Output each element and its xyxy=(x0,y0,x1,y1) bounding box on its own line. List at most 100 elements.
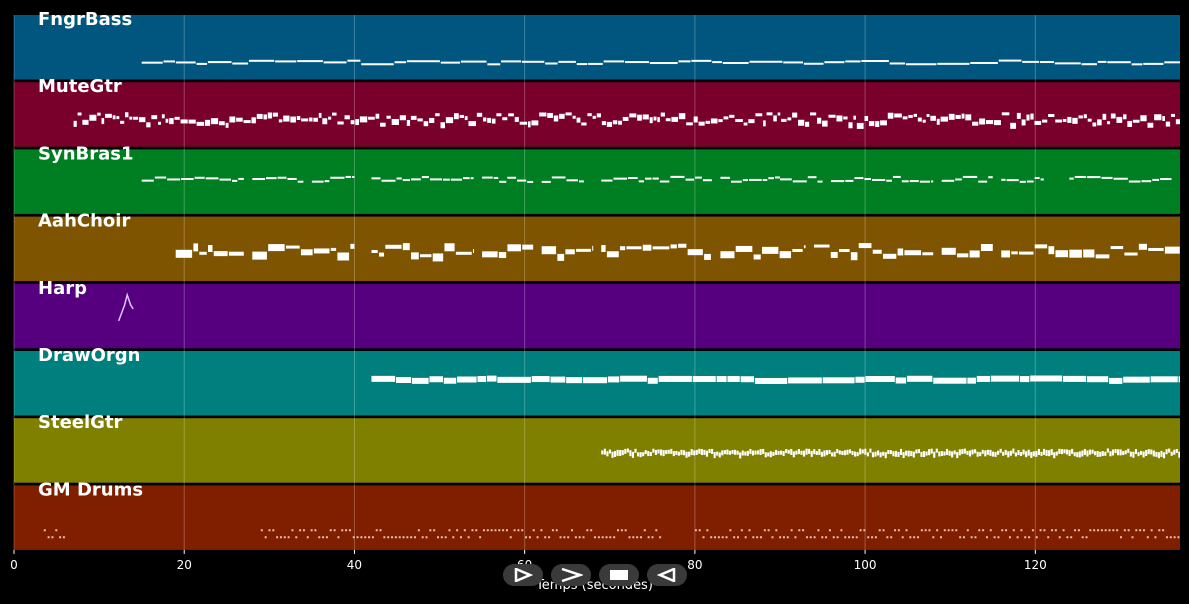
note xyxy=(856,452,859,457)
note xyxy=(588,62,603,65)
note xyxy=(1102,113,1107,120)
note xyxy=(762,246,779,254)
note xyxy=(313,117,318,122)
note xyxy=(572,115,576,119)
drum-hit xyxy=(1146,536,1149,539)
note xyxy=(788,377,822,384)
note xyxy=(559,113,565,119)
back-button[interactable] xyxy=(647,564,687,586)
note xyxy=(1019,452,1023,457)
note xyxy=(798,119,805,126)
note xyxy=(199,251,207,255)
note xyxy=(1022,449,1025,455)
drum-hit xyxy=(1051,529,1054,532)
note xyxy=(1114,449,1117,454)
note xyxy=(470,177,474,180)
drum-hit xyxy=(782,536,785,539)
note xyxy=(322,118,328,125)
drum-hit xyxy=(1012,529,1015,532)
note xyxy=(1164,61,1180,64)
note xyxy=(981,449,984,454)
note xyxy=(603,448,606,455)
drum-hit xyxy=(417,529,420,532)
note xyxy=(749,60,783,63)
note xyxy=(626,246,642,250)
note xyxy=(945,448,949,455)
drum-hit xyxy=(655,529,658,532)
note xyxy=(658,375,692,382)
note xyxy=(841,450,844,455)
note xyxy=(141,61,163,64)
note xyxy=(1078,451,1081,458)
note xyxy=(566,179,578,182)
note xyxy=(871,178,886,181)
note xyxy=(948,113,955,120)
drum-hit xyxy=(825,536,828,539)
note xyxy=(311,180,324,183)
note xyxy=(158,121,161,125)
note xyxy=(1081,450,1084,457)
note xyxy=(1030,451,1033,458)
drum-hit xyxy=(333,529,336,532)
note xyxy=(853,115,856,120)
note xyxy=(1022,60,1040,63)
note xyxy=(767,452,770,457)
note xyxy=(865,376,895,383)
back-icon xyxy=(657,568,676,582)
note xyxy=(1134,449,1138,455)
stop-button[interactable] xyxy=(599,564,639,586)
note xyxy=(703,449,706,455)
note xyxy=(807,176,817,179)
note xyxy=(629,450,632,457)
forward-button[interactable] xyxy=(551,564,591,586)
note xyxy=(1143,62,1164,65)
note xyxy=(971,449,974,455)
note xyxy=(905,450,908,456)
note xyxy=(210,118,219,125)
note xyxy=(790,448,793,455)
play-button[interactable] xyxy=(503,564,543,586)
note xyxy=(621,450,624,456)
forward-icon xyxy=(561,568,583,582)
note xyxy=(644,450,647,455)
note xyxy=(1055,250,1069,258)
note xyxy=(925,451,928,456)
note xyxy=(368,116,375,120)
drum-hit xyxy=(299,529,302,532)
note xyxy=(735,119,743,123)
note xyxy=(1012,448,1015,454)
drum-hit xyxy=(897,529,900,532)
drum-hit xyxy=(325,536,328,539)
note xyxy=(138,117,146,123)
note xyxy=(507,176,517,179)
note xyxy=(917,117,922,122)
note xyxy=(1069,177,1074,180)
note xyxy=(232,179,238,182)
note xyxy=(175,61,196,64)
note xyxy=(768,177,774,180)
note xyxy=(1088,449,1092,455)
note xyxy=(637,114,642,121)
drum-hit xyxy=(867,536,870,539)
drum-hit xyxy=(970,536,973,539)
note xyxy=(713,452,716,459)
note xyxy=(1021,119,1026,126)
note xyxy=(994,451,997,457)
note xyxy=(762,448,765,454)
note xyxy=(805,448,808,455)
note xyxy=(649,117,653,124)
note xyxy=(1020,376,1030,383)
note xyxy=(592,245,594,251)
track-notes xyxy=(43,529,1180,539)
x-tick-label: 100 xyxy=(854,558,877,572)
note xyxy=(917,449,920,454)
note xyxy=(830,251,838,258)
note xyxy=(802,450,806,457)
note xyxy=(820,451,823,457)
note xyxy=(167,178,181,181)
track-notes xyxy=(73,112,1180,129)
note xyxy=(647,451,650,457)
note xyxy=(868,121,875,127)
track-lane xyxy=(14,485,1180,550)
note xyxy=(979,118,986,125)
